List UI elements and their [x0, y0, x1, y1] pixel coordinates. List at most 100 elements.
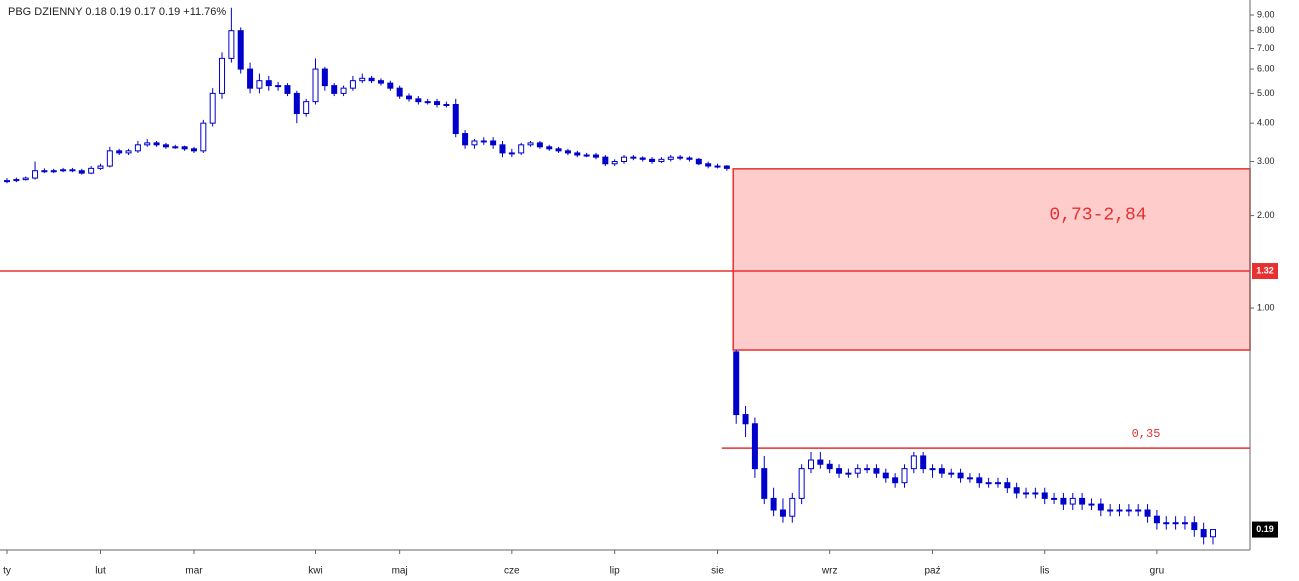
- candle-body: [321, 68, 328, 87]
- candle-body: [957, 472, 964, 479]
- candle-body: [733, 351, 740, 416]
- candle-body: [742, 414, 749, 425]
- candle-body: [976, 477, 983, 484]
- candle-body: [789, 497, 796, 517]
- y-tick-label: 4.00: [1257, 118, 1275, 128]
- x-tick-label: mar: [185, 566, 203, 577]
- candle-body: [901, 468, 908, 484]
- candle-body: [331, 85, 338, 94]
- candle-body: [1163, 522, 1170, 525]
- candle-body: [97, 165, 104, 169]
- candle-body: [649, 158, 656, 163]
- candle-body: [1032, 492, 1039, 495]
- candle-body: [209, 92, 216, 124]
- candle-body: [1191, 522, 1198, 531]
- y-tick-label: 9.00: [1257, 9, 1275, 19]
- candle-body: [723, 165, 730, 169]
- candle-body: [1144, 509, 1151, 517]
- x-tick-label: paź: [924, 566, 940, 577]
- candle-body: [387, 82, 394, 89]
- candle-body: [349, 80, 356, 89]
- candle-body: [396, 87, 403, 97]
- candle-body: [443, 104, 450, 107]
- candle-body: [228, 30, 235, 59]
- zone-label: 0,73-2,84: [1049, 206, 1146, 226]
- candle-body: [247, 68, 254, 89]
- candle-body: [275, 85, 282, 88]
- candle-body: [4, 180, 10, 183]
- candle-body: [480, 140, 487, 143]
- candle-body: [219, 57, 226, 94]
- candle-body: [966, 477, 973, 480]
- candle-body: [1079, 497, 1086, 505]
- x-tick-label: sie: [711, 566, 724, 577]
- candle-body: [920, 455, 927, 470]
- level-marker: [1252, 263, 1278, 280]
- candle-body: [518, 144, 525, 154]
- candle-body: [1135, 509, 1142, 512]
- y-tick-label: 3.00: [1257, 156, 1275, 166]
- candle-body: [1088, 503, 1095, 506]
- x-tick-label: lip: [610, 566, 620, 577]
- price-marker: [1252, 521, 1278, 538]
- candle-body: [1210, 529, 1216, 538]
- x-tick-label: lut: [95, 566, 106, 577]
- candle-body: [312, 68, 319, 103]
- candle-body: [359, 77, 366, 82]
- candle-body: [41, 170, 48, 173]
- candle-body: [770, 497, 777, 511]
- candle-body: [882, 472, 889, 479]
- candle-body: [826, 463, 833, 470]
- candle-body: [1069, 497, 1076, 505]
- candle-body: [13, 179, 20, 182]
- candle-body: [630, 156, 637, 159]
- candle-body: [471, 140, 478, 146]
- y-tick-label: 6.00: [1257, 63, 1275, 73]
- candle-body: [564, 150, 571, 154]
- x-tick-label: ty: [3, 566, 11, 577]
- x-tick-label: wrz: [821, 566, 838, 577]
- candle-body: [798, 468, 805, 499]
- candle-body: [910, 455, 917, 470]
- candle-body: [808, 459, 814, 470]
- candle-body: [1051, 497, 1058, 500]
- candle-body: [153, 142, 160, 146]
- candle-body: [686, 157, 693, 160]
- candle-body: [303, 101, 310, 115]
- candle-body: [181, 146, 188, 150]
- candle-body: [434, 101, 441, 106]
- candle-body: [1107, 509, 1114, 512]
- candle-body: [377, 80, 384, 84]
- candle-body: [340, 87, 347, 94]
- candle-body: [32, 170, 39, 179]
- candle-body: [190, 148, 197, 152]
- candle-body: [237, 30, 244, 70]
- candle-body: [293, 92, 300, 115]
- candle-body: [611, 161, 618, 165]
- candle-body: [845, 472, 852, 475]
- candle-body: [1200, 529, 1207, 538]
- level-label: 0,35: [1132, 427, 1161, 441]
- candle-body: [751, 423, 758, 470]
- candle-body: [677, 156, 684, 159]
- candle-body: [256, 80, 263, 89]
- candle-body: [836, 468, 843, 474]
- candle-body: [555, 148, 562, 152]
- candle-body: [1060, 497, 1067, 505]
- x-tick-label: kwi: [308, 566, 322, 577]
- candle-body: [705, 163, 712, 167]
- candle-body: [69, 169, 76, 172]
- candle-body: [779, 509, 786, 517]
- candle-body: [864, 468, 871, 471]
- x-tick-label: gru: [1150, 566, 1164, 577]
- y-tick-label: 2.00: [1257, 210, 1275, 220]
- zone: [732, 168, 1251, 351]
- candle-body: [1041, 492, 1048, 499]
- candle-body: [1116, 509, 1123, 512]
- candle-body: [462, 133, 469, 146]
- candle-body: [592, 154, 599, 158]
- candle-body: [452, 104, 459, 135]
- candle-body: [817, 459, 824, 465]
- candle-body: [265, 80, 272, 87]
